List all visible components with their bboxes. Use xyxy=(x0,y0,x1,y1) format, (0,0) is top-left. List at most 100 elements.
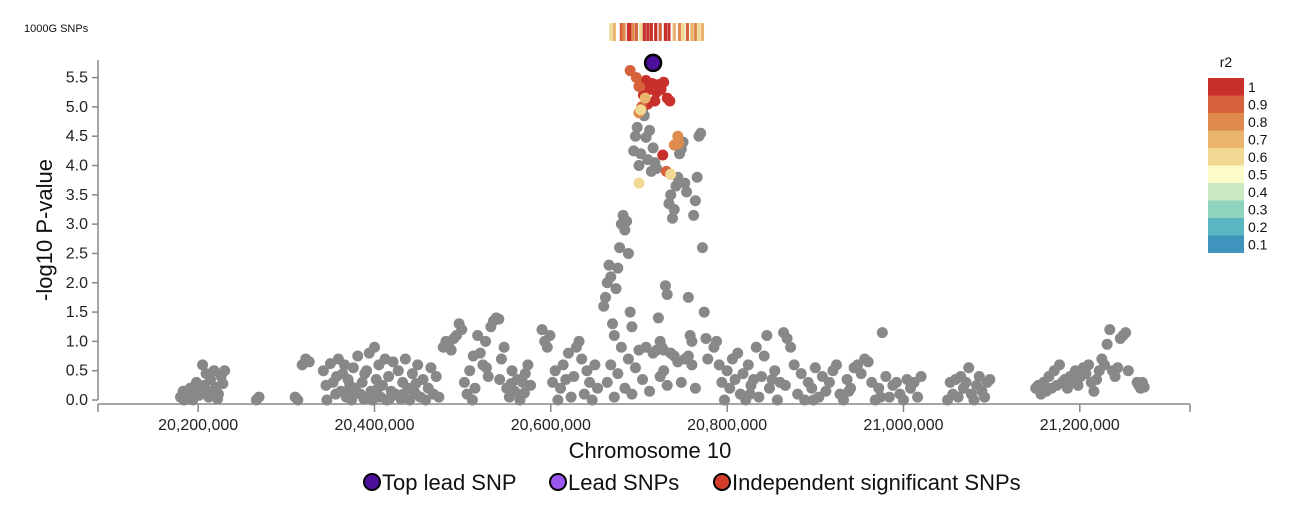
ld-legend-swatch xyxy=(1208,218,1244,236)
snp-point xyxy=(506,365,518,377)
track-bar xyxy=(628,23,632,41)
snp-point xyxy=(737,368,749,380)
snp-point xyxy=(493,313,505,325)
snp-point xyxy=(686,335,698,347)
snp-point xyxy=(482,371,494,383)
snp-point xyxy=(702,353,714,365)
snp-point xyxy=(781,332,793,344)
snp-point xyxy=(652,312,664,324)
snp-point xyxy=(661,379,673,391)
snp-point xyxy=(779,379,791,391)
ld-legend-swatch xyxy=(1208,183,1244,201)
ld-legend-label: 0.1 xyxy=(1248,237,1268,253)
snp-point xyxy=(201,387,213,399)
snp-point xyxy=(979,391,991,403)
ld-legend-label: 1 xyxy=(1248,79,1256,95)
snp-point xyxy=(552,394,564,406)
snp-point xyxy=(750,341,762,353)
snp-point xyxy=(217,378,229,390)
x-tick-label: 20,600,000 xyxy=(511,417,591,434)
snp-point xyxy=(614,242,626,254)
snp-point xyxy=(358,393,370,405)
track-bar xyxy=(634,23,638,41)
snp-point xyxy=(368,341,380,353)
snp-point xyxy=(799,394,811,406)
top-lead-snp-layer xyxy=(643,53,663,73)
snp-point xyxy=(622,353,634,365)
snp-point xyxy=(785,341,797,353)
snp-point xyxy=(1109,371,1121,383)
legend-label: Independent significant SNPs xyxy=(732,470,1021,495)
snp-point xyxy=(339,359,351,371)
snp-point xyxy=(769,365,781,377)
snp-point xyxy=(876,327,888,339)
snp-point xyxy=(830,359,842,371)
track-bar xyxy=(667,23,671,41)
ld-legend-label: 0.4 xyxy=(1248,184,1268,200)
snp-point xyxy=(1098,359,1110,371)
ld-legend-swatch xyxy=(1208,113,1244,131)
y-tick-label: 5.5 xyxy=(66,70,88,87)
snp-point xyxy=(809,362,821,374)
snp-point xyxy=(711,335,723,347)
snp-point xyxy=(698,306,710,318)
snp-point xyxy=(557,359,569,371)
snp-point xyxy=(875,391,887,403)
snp-point xyxy=(420,394,432,406)
axes: 0.0 0.5 1.0 1.5 2.0 2.5 3.0 3.5 4.0 4.5 5.0 5.5 20,… xyxy=(66,60,1191,434)
snp-point xyxy=(547,376,559,388)
legend-marker xyxy=(363,473,381,491)
track-label: 1000G SNPs xyxy=(24,23,89,35)
snp-point xyxy=(686,359,698,371)
track-bar xyxy=(677,23,682,41)
snp-point xyxy=(371,383,383,395)
snp-point xyxy=(651,344,663,356)
y-tick-label: 3.5 xyxy=(66,187,88,204)
snp-point xyxy=(197,359,209,371)
snp-point xyxy=(763,382,775,394)
y-tick-label: 0.0 xyxy=(66,392,88,409)
snp-point xyxy=(562,347,574,359)
snp-point xyxy=(494,373,506,385)
track-bar xyxy=(639,23,643,41)
snp-point xyxy=(599,291,611,303)
ld-snp-point xyxy=(633,80,645,92)
snp-point xyxy=(689,195,701,207)
snp-point xyxy=(661,288,673,300)
snp-point xyxy=(320,379,332,391)
snp-point xyxy=(568,371,580,383)
snp-point xyxy=(915,371,927,383)
snp-point xyxy=(608,330,620,342)
ld-legend-label: 0.5 xyxy=(1248,167,1268,183)
snp-point xyxy=(469,382,481,394)
snp-point xyxy=(716,376,728,388)
snp-point xyxy=(605,359,617,371)
snp-point xyxy=(356,376,368,388)
snp-point xyxy=(573,335,585,347)
snp-point xyxy=(691,171,703,183)
snp-point xyxy=(472,330,484,342)
bottom-legend: Top lead SNP Lead SNPs Independent signifi… xyxy=(363,470,1021,495)
snp-point xyxy=(682,291,694,303)
snp-point xyxy=(621,215,633,227)
snp-point xyxy=(788,359,800,371)
x-tick-label: 21,000,000 xyxy=(863,417,943,434)
snp-point xyxy=(607,318,619,330)
snp-point xyxy=(668,203,680,215)
snp-point xyxy=(758,350,770,362)
snp-point xyxy=(498,341,510,353)
snp-point xyxy=(658,365,670,377)
snp-point xyxy=(629,362,641,374)
snp-point xyxy=(744,388,756,400)
snp-point xyxy=(608,391,620,403)
y-tick-label: 1.0 xyxy=(66,333,88,350)
track-bar xyxy=(646,23,650,41)
snp-point xyxy=(619,224,631,236)
snp-point xyxy=(555,382,567,394)
snp-point xyxy=(670,180,682,192)
snp-point xyxy=(359,368,371,380)
snp-point xyxy=(598,300,610,312)
track-bar xyxy=(631,23,635,41)
snp-point xyxy=(303,356,315,368)
snp-point xyxy=(253,391,265,403)
